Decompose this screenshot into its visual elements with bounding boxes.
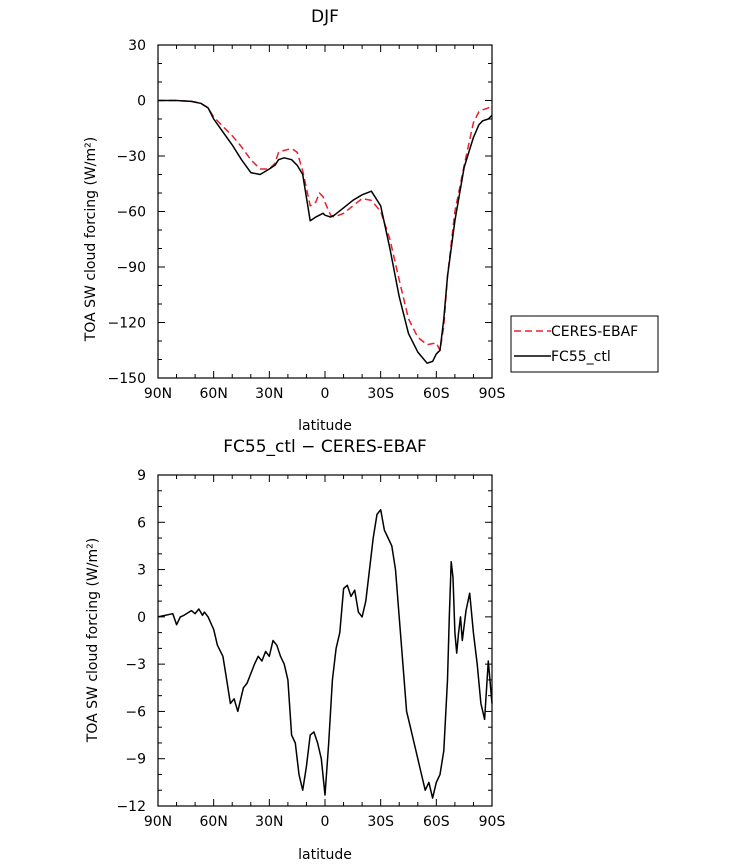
y-axis-label-bottom: TOA SW cloud forcing (W/m²) (85, 538, 101, 743)
plot-area-top: 90N 60N 30N 0 30S 60S 90S 30 0 −30 −60 −90 −120 −150 (108, 38, 506, 402)
x-axis-label-bottom: latitude (298, 847, 352, 863)
plot-frame-top (157, 44, 493, 379)
chart-title-bottom: FC55_ctl − CERES-EBAF (223, 437, 426, 457)
x-tick-label-top: 30S (367, 386, 394, 402)
y-tick-label-top: 30 (128, 38, 146, 54)
plot-frame-bottom (157, 474, 493, 807)
chart-bottom-panel: FC55_ctl − CERES-EBAF 90N 60N 30N 0 30S 60S 90… (85, 437, 505, 863)
x-tick-label-top: 60S (423, 386, 450, 402)
series-line-bottom-0 (157, 508, 493, 799)
x-tick-label-bottom: 90S (479, 814, 506, 830)
legend: CERES-EBAF FC55_ctl (510, 315, 659, 373)
series-line-top-1 (158, 99, 493, 364)
legend-label-fc55: FC55_ctl (551, 349, 611, 365)
y-tick-label-bottom: −6 (125, 704, 146, 720)
chart-top-panel: DJF 90N 60N 30N 0 30S 60S 90S 30 0 −30 −60 −90 −120 −… (83, 7, 659, 434)
y-tick-label-bottom: −12 (116, 799, 146, 815)
x-tick-label-top: 30N (255, 386, 283, 402)
y-tick-label-top: −90 (116, 260, 146, 276)
series-line-top-0 (158, 99, 493, 352)
y-tick-label-top: −150 (108, 371, 146, 387)
x-tick-label-top: 0 (321, 386, 330, 402)
x-tick-label-bottom: 30N (255, 814, 283, 830)
y-tick-label-bottom: 6 (137, 515, 146, 531)
x-tick-label-top: 90S (479, 386, 506, 402)
x-tick-label-top: 60N (200, 386, 228, 402)
y-axis-label-top: TOA SW cloud forcing (W/m²) (83, 137, 99, 342)
y-tick-label-bottom: 3 (137, 563, 146, 579)
x-axis-label-top: latitude (298, 418, 352, 434)
x-tick-label-top: 90N (144, 386, 172, 402)
x-tick-label-bottom: 30S (367, 814, 394, 830)
legend-label-ceres: CERES-EBAF (551, 324, 638, 340)
y-tick-label-top: −60 (116, 205, 146, 221)
y-tick-label-top: −120 (108, 316, 146, 332)
y-tick-label-bottom: 0 (137, 610, 146, 626)
y-tick-label-bottom: −9 (125, 752, 146, 768)
x-tick-label-bottom: 90N (144, 814, 172, 830)
y-tick-label-bottom: 9 (137, 468, 146, 484)
y-tick-label-bottom: −3 (125, 657, 146, 673)
plot-area-bottom: 90N 60N 30N 0 30S 60S 90S 9 6 3 0 −3 −6 −9 −12 (116, 468, 505, 830)
y-tick-label-top: 0 (137, 94, 146, 110)
x-tick-label-bottom: 60S (423, 814, 450, 830)
y-tick-label-top: −30 (116, 149, 146, 165)
chart-title-top: DJF (311, 7, 339, 27)
legend-box (510, 315, 659, 373)
x-tick-label-bottom: 60N (200, 814, 228, 830)
x-tick-label-bottom: 0 (321, 814, 330, 830)
